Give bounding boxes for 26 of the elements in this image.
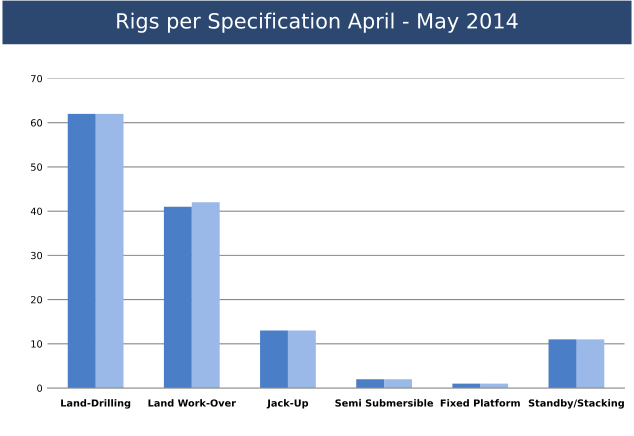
bar — [192, 202, 220, 388]
y-tick-label: 50 — [31, 163, 42, 171]
y-tick-label: 10 — [31, 340, 42, 348]
y-tick-label: 20 — [31, 296, 42, 304]
bar — [384, 379, 412, 388]
bar — [164, 206, 192, 388]
bar — [96, 114, 124, 388]
y-tick-label: 70 — [31, 74, 42, 82]
bar — [576, 339, 604, 388]
y-tick-label: 40 — [30, 208, 42, 215]
bar — [548, 339, 576, 388]
x-tick-label: Land Work-Over — [148, 399, 236, 407]
x-tick-label: Fixed Platform — [440, 399, 520, 407]
bar — [260, 330, 288, 388]
bar — [452, 384, 480, 388]
chart-title: Rigs per Specification April - May 2014 — [117, 12, 518, 33]
x-tick-label: Land-Drilling — [61, 399, 130, 409]
y-tick-label: 60 — [30, 119, 42, 127]
y-tick-label: 30 — [31, 252, 42, 260]
x-tick-label: Jack-Up — [266, 399, 308, 409]
bar — [288, 330, 316, 388]
bar — [356, 379, 384, 388]
x-tick-label: Semi Submersible — [335, 399, 434, 407]
bar — [68, 114, 96, 388]
y-tick-label: 0 — [37, 384, 42, 392]
x-tick-label: Standby/Stacking — [528, 399, 624, 409]
